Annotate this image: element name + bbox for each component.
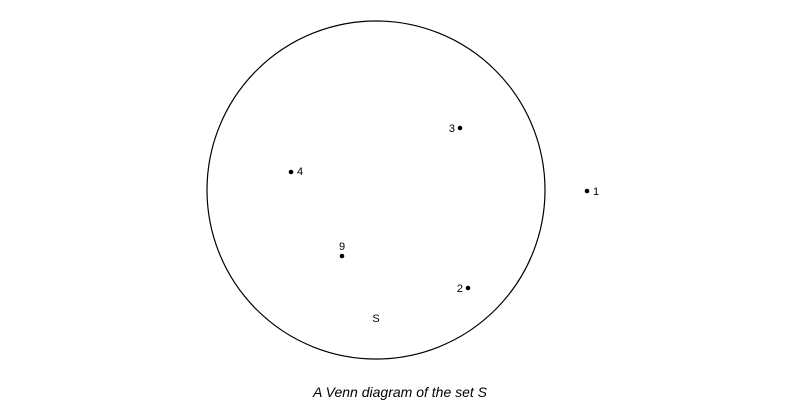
element-2-dot: [465, 285, 471, 291]
element-2-label: 2: [457, 283, 463, 295]
element-2: 2: [457, 283, 471, 295]
element-9-label: 9: [339, 241, 345, 253]
element-4-dot: [288, 169, 294, 175]
element-1-dot: [584, 188, 590, 194]
element-4-label: 4: [297, 166, 303, 178]
set-s-label: S: [372, 313, 379, 325]
element-9: 9: [339, 241, 345, 259]
element-1: 1: [584, 186, 599, 198]
set-s-circle: [206, 20, 546, 360]
element-3-label: 3: [449, 123, 455, 135]
diagram-caption: A Venn diagram of the set S: [312, 384, 488, 400]
element-3: 3: [449, 123, 463, 135]
element-4: 4: [288, 166, 303, 178]
element-3-dot: [457, 125, 463, 131]
element-1-label: 1: [593, 186, 599, 198]
element-9-dot: [339, 253, 345, 259]
